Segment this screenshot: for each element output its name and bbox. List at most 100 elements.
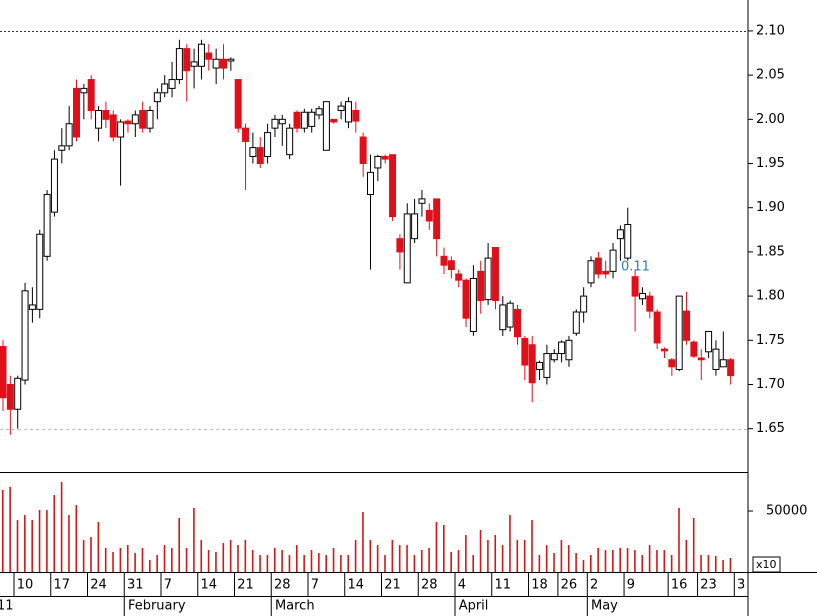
volume-bar: [340, 555, 342, 572]
x-tick-label: 24: [90, 578, 107, 593]
volume-bar: [332, 547, 335, 572]
candle-body: [168, 79, 176, 89]
candle-body: [381, 155, 389, 160]
volume-bar: [149, 560, 151, 572]
candle-body: [528, 344, 536, 384]
candle-body: [631, 276, 639, 297]
x-tick-label: 14: [200, 578, 217, 593]
candle-body: [36, 233, 44, 310]
x-tick-label: 17: [53, 578, 70, 593]
volume-bar: [626, 547, 629, 572]
x-tick-label: 14: [347, 578, 364, 593]
month-label: 11: [0, 599, 14, 614]
candle-body: [293, 111, 301, 129]
candle-body: [102, 109, 110, 120]
candle-body: [183, 48, 191, 72]
candle-body: [712, 348, 720, 370]
candle-body: [411, 213, 419, 240]
candle-body: [683, 310, 691, 341]
volume-bar: [141, 547, 144, 572]
candle-body: [109, 114, 117, 138]
candle-body: [521, 338, 529, 366]
volume-bar: [318, 552, 320, 572]
candle-body: [359, 136, 367, 165]
x-tick-label: 7: [311, 578, 319, 593]
volume-bar: [523, 540, 526, 572]
candle-body: [462, 279, 470, 319]
x-tick-label: 4: [458, 578, 466, 593]
volume-bar: [200, 540, 203, 572]
candle-body: [477, 270, 485, 302]
candle-body: [197, 43, 205, 67]
volume-bar: [273, 547, 276, 572]
x-tick-label: 28: [274, 578, 291, 593]
volume-bar: [685, 540, 688, 572]
volume-bar: [185, 547, 188, 572]
volume-bar: [193, 507, 195, 572]
candle-body: [499, 304, 507, 331]
y-tick-label: 1.70: [756, 377, 785, 392]
volume-bar: [369, 540, 372, 572]
volume-bar: [487, 540, 489, 572]
volume-bar: [171, 547, 173, 572]
candle-body: [558, 341, 566, 355]
volume-bar: [450, 552, 452, 572]
volume-bar: [597, 547, 599, 572]
volume-bar: [347, 555, 350, 572]
y-tick-label: 2.05: [756, 68, 785, 83]
x-tick-label: 21: [237, 578, 254, 593]
volume-bar: [531, 520, 533, 572]
candle-body: [705, 330, 713, 353]
y-tick-label: 2.00: [756, 112, 785, 127]
candle-body: [337, 105, 345, 111]
y-tick-label: 1.65: [756, 421, 785, 436]
volume-bar: [465, 535, 467, 572]
x-tick-label: 16: [671, 578, 688, 593]
candle-body: [286, 127, 294, 156]
candle-body: [153, 92, 161, 103]
x-tick-label: 2: [590, 578, 598, 593]
volume-bar: [391, 540, 394, 572]
candle-body: [161, 83, 169, 94]
volume-bar: [134, 552, 136, 572]
volume-bar: [494, 535, 497, 572]
candle-body: [124, 120, 132, 125]
candle-body: [95, 109, 103, 129]
volume-bar: [207, 550, 210, 572]
volume-bar: [722, 560, 724, 572]
candle-body: [638, 292, 646, 300]
candle-body: [80, 87, 88, 94]
candle-body: [175, 48, 183, 81]
volume-bar: [501, 545, 504, 572]
candle-body: [646, 295, 654, 312]
candle-body: [594, 257, 602, 275]
candle-body: [447, 260, 455, 271]
candle-body: [389, 154, 397, 218]
volume-bar: [692, 517, 695, 572]
volume-bar: [376, 545, 379, 572]
y2-tick-label: 50000: [766, 504, 807, 519]
volume-bar: [215, 552, 217, 572]
candle-body: [580, 295, 588, 313]
candle-body: [117, 121, 125, 138]
volume-bar: [9, 487, 11, 572]
x-tick-label: 9: [627, 578, 635, 593]
volume-bar: [68, 515, 70, 572]
candle-body: [668, 359, 676, 368]
candle-body: [146, 109, 154, 129]
candle-body: [374, 155, 382, 169]
candle-body: [697, 357, 705, 361]
volume-bar: [384, 555, 386, 572]
candle-body: [330, 118, 338, 123]
y-tick-label: 1.85: [756, 244, 785, 259]
volume-bar: [678, 507, 680, 572]
volume-bar: [16, 520, 19, 572]
volume-bar: [222, 542, 225, 572]
volume-bar: [663, 550, 666, 572]
x-tick-label: 26: [561, 578, 578, 593]
candle-body: [440, 255, 448, 266]
candle-body: [514, 308, 521, 338]
candle-body: [322, 101, 330, 151]
volume-bar: [509, 515, 511, 572]
candle-body: [675, 295, 683, 370]
